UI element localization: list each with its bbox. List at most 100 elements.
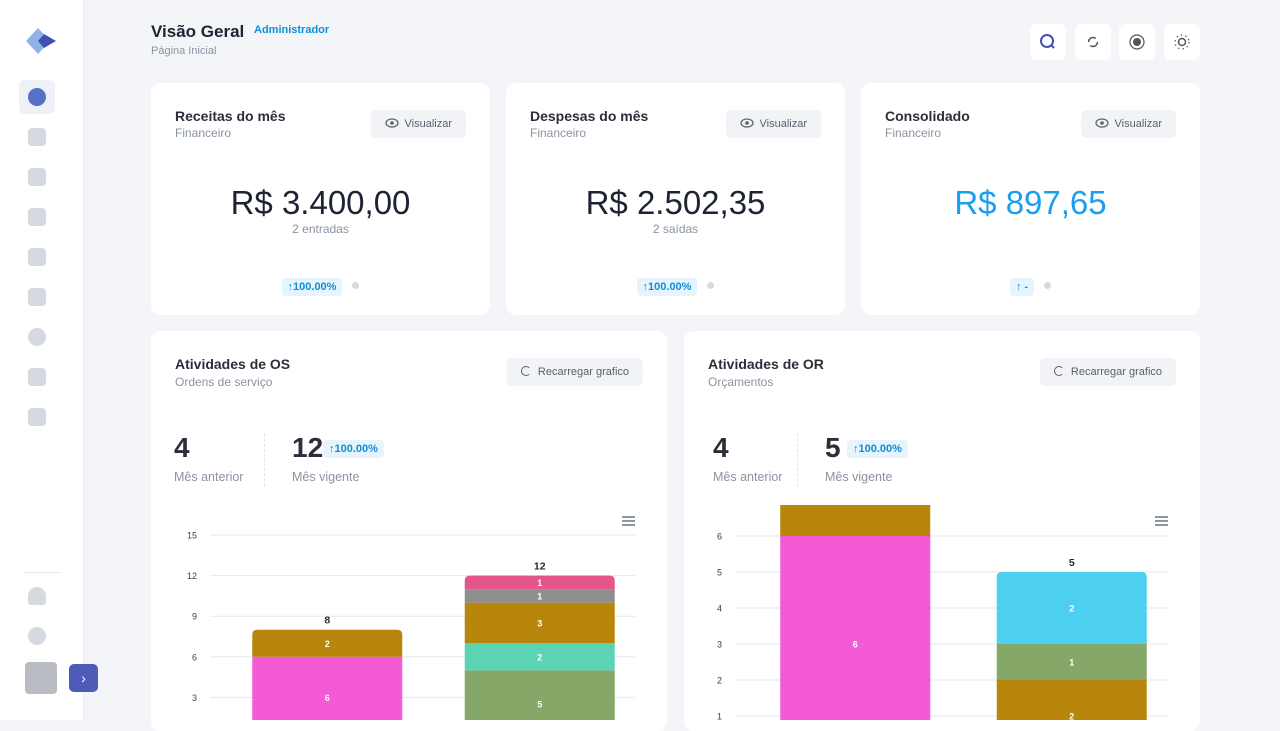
panel-subtitle: Orçamentos bbox=[708, 375, 774, 389]
bar-segment bbox=[464, 643, 615, 671]
current-change: ↑100.00% bbox=[847, 440, 908, 458]
bar-segment bbox=[780, 536, 931, 720]
eye-icon bbox=[384, 118, 399, 128]
nav-item[interactable] bbox=[28, 328, 46, 346]
divider bbox=[24, 572, 60, 573]
eye-shape bbox=[384, 118, 399, 128]
breadcrumb: Página Inicial bbox=[151, 45, 217, 57]
card-amount: R$ 3.400,00 bbox=[230, 184, 411, 221]
nav-item[interactable] bbox=[28, 208, 46, 226]
card-title: Despesas do mês bbox=[530, 108, 649, 124]
expand-button[interactable]: › bbox=[69, 664, 98, 692]
previous-value: 4 bbox=[174, 432, 190, 463]
card-note: 2 entradas bbox=[292, 222, 349, 236]
y-tick-label: 1 bbox=[717, 712, 722, 721]
reload-button-label: Recarregar grafico bbox=[537, 366, 629, 378]
reload-icon bbox=[520, 366, 531, 376]
card-note: 2 saídas bbox=[652, 222, 699, 236]
y-tick-label: 9 bbox=[192, 612, 197, 622]
bar-segment bbox=[464, 575, 615, 590]
summary-card: Despesas do mês Financeiro Visualizar R$ 2.… bbox=[506, 83, 845, 315]
segment-label: 6 bbox=[853, 640, 858, 650]
chart-menu[interactable] bbox=[1155, 516, 1168, 526]
card-title: Receitas do mês bbox=[175, 108, 286, 124]
panel-title: Atividades de OR bbox=[708, 356, 824, 372]
change-badge: ↑ - bbox=[1009, 278, 1035, 296]
y-tick-label: 15 bbox=[187, 531, 197, 541]
view-button-label: Visualizar bbox=[1114, 118, 1163, 130]
nav-item[interactable] bbox=[28, 168, 46, 186]
info-dot bbox=[1044, 282, 1052, 290]
nav-item[interactable] bbox=[28, 248, 46, 266]
segment-label: 3 bbox=[537, 618, 542, 628]
nav-item[interactable] bbox=[28, 128, 46, 146]
eye-pupil bbox=[744, 121, 749, 125]
y-tick-label: 3 bbox=[717, 640, 722, 650]
stat-divider bbox=[264, 434, 265, 486]
change-row: ↑100.00% bbox=[151, 277, 490, 296]
info-dot bbox=[352, 282, 360, 290]
nav-item[interactable] bbox=[28, 408, 46, 426]
bar-segment bbox=[780, 505, 931, 536]
eye-pupil bbox=[389, 121, 394, 125]
current-change: ↑100.00% bbox=[323, 440, 384, 458]
bar-segment bbox=[252, 656, 403, 720]
chart: 1234566282125 bbox=[717, 505, 1168, 721]
change-row: ↑100.00% bbox=[506, 277, 845, 296]
y-tick-label: 12 bbox=[187, 571, 197, 581]
y-tick-label: 3 bbox=[192, 693, 197, 703]
reload-button[interactable]: Recarregar grafico bbox=[506, 358, 643, 386]
avatar[interactable] bbox=[25, 662, 57, 694]
total-label: 8 bbox=[324, 615, 330, 627]
bar-segment bbox=[464, 670, 615, 720]
brightness-button[interactable] bbox=[1164, 24, 1200, 60]
segment-label: 1 bbox=[1069, 658, 1074, 668]
stat-divider bbox=[797, 434, 798, 486]
bar-segment bbox=[464, 602, 615, 644]
change-badge: ↑100.00% bbox=[636, 278, 698, 296]
previous-value: 4 bbox=[713, 432, 729, 463]
view-button-label: Visualizar bbox=[404, 118, 453, 130]
y-tick-label: 5 bbox=[717, 568, 722, 578]
sidebar: › bbox=[0, 0, 98, 720]
current-value: 5 bbox=[825, 432, 841, 463]
eye-shape bbox=[1094, 118, 1109, 128]
segment-label: 2 bbox=[325, 639, 330, 649]
nav-item[interactable] bbox=[28, 368, 46, 386]
y-tick-label: 6 bbox=[717, 532, 722, 542]
segment-label: 1 bbox=[537, 578, 542, 588]
view-button[interactable]: Visualizar bbox=[370, 110, 466, 138]
view-button[interactable]: Visualizar bbox=[725, 110, 821, 138]
segment-label: 5 bbox=[537, 700, 542, 710]
card-subtitle: Financeiro bbox=[530, 126, 587, 140]
bar-segment bbox=[996, 644, 1147, 680]
chart: 3 6 9 12 15 6 2 8 5 2 3 1 1 12 bbox=[187, 516, 635, 720]
chart-menu[interactable] bbox=[622, 516, 635, 526]
bar-segment bbox=[464, 589, 615, 603]
reload-button-label: Recarregar grafico bbox=[1070, 366, 1162, 378]
nav-dashboard[interactable] bbox=[28, 88, 46, 106]
panel-title: Atividades de OS bbox=[175, 356, 291, 372]
focus-button[interactable] bbox=[1119, 24, 1155, 60]
total-label: 12 bbox=[534, 561, 546, 573]
notifications[interactable] bbox=[28, 587, 46, 605]
segment-label: 2 bbox=[853, 505, 858, 506]
refresh-button[interactable] bbox=[1075, 24, 1111, 60]
reload-icon bbox=[1053, 366, 1064, 376]
bar-segment bbox=[252, 629, 403, 657]
segment-label: 6 bbox=[325, 693, 330, 703]
summary-card: Consolidado Financeiro Visualizar R$ 897,65… bbox=[861, 83, 1200, 315]
theme[interactable] bbox=[28, 627, 46, 645]
previous-label: Mês anterior bbox=[174, 470, 244, 484]
reload-button[interactable]: Recarregar grafico bbox=[1039, 358, 1176, 386]
card-subtitle: Financeiro bbox=[885, 126, 942, 140]
eye-pupil bbox=[1099, 121, 1104, 125]
segment-label: 2 bbox=[537, 652, 542, 662]
view-button[interactable]: Visualizar bbox=[1080, 110, 1176, 138]
change-badge: ↑100.00% bbox=[281, 278, 343, 296]
nav-item[interactable] bbox=[28, 288, 46, 306]
segment-label: 2 bbox=[1069, 604, 1074, 614]
card-subtitle: Financeiro bbox=[175, 126, 232, 140]
search-button[interactable] bbox=[1030, 24, 1066, 60]
